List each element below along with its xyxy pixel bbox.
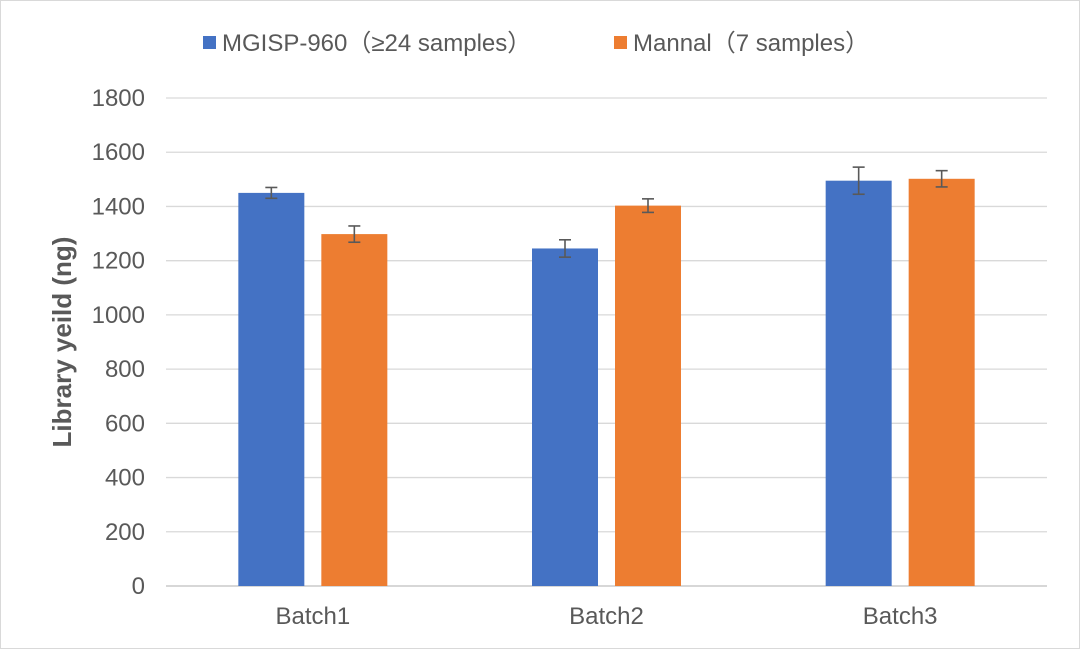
legend-swatch bbox=[203, 36, 216, 49]
error-bar bbox=[852, 166, 865, 196]
y-axis-ticks: 0 200 400 600 800 1000 1200 1400 1600 1800 bbox=[92, 85, 145, 600]
error-bars bbox=[265, 166, 948, 258]
legend-item-manual: Mannal（7 samples） bbox=[614, 30, 869, 57]
y-axis-title: Library yeild (ng) bbox=[47, 237, 77, 448]
error-bar bbox=[265, 186, 278, 200]
y-tick-label: 1000 bbox=[92, 302, 145, 329]
y-tick-label: 0 bbox=[132, 573, 145, 600]
legend: MGISP-960（≥24 samples） Mannal（7 samples） bbox=[203, 30, 869, 57]
x-tick-label: Batch3 bbox=[863, 603, 938, 630]
error-bar bbox=[559, 238, 571, 258]
error-bar bbox=[348, 225, 361, 244]
error-bar bbox=[642, 198, 654, 214]
y-tick-label: 1600 bbox=[92, 139, 145, 166]
y-tick-label: 200 bbox=[105, 519, 145, 546]
bar-mgisp-batch2 bbox=[532, 248, 598, 586]
error-bar bbox=[935, 169, 948, 188]
x-axis-ticks: Batch1 Batch2 Batch3 bbox=[275, 603, 937, 630]
gridlines bbox=[166, 97, 1047, 587]
y-tick-label: 600 bbox=[105, 410, 145, 437]
bar-manual-batch3 bbox=[908, 178, 975, 586]
legend-label: Mannal（7 samples） bbox=[633, 30, 869, 57]
y-tick-label: 400 bbox=[105, 465, 145, 492]
legend-swatch bbox=[614, 36, 627, 49]
legend-item-mgisp: MGISP-960（≥24 samples） bbox=[203, 30, 531, 57]
y-tick-label: 800 bbox=[105, 356, 145, 383]
legend-label: MGISP-960（≥24 samples） bbox=[222, 30, 531, 57]
y-tick-label: 1800 bbox=[92, 85, 145, 112]
y-tick-label: 1400 bbox=[92, 193, 145, 220]
x-tick-label: Batch2 bbox=[569, 603, 644, 630]
x-tick-label: Batch1 bbox=[275, 603, 350, 630]
bar-manual-batch2 bbox=[615, 205, 681, 586]
bar-mgisp-batch1 bbox=[238, 192, 305, 586]
y-tick-label: 1200 bbox=[92, 248, 145, 275]
bars bbox=[238, 178, 975, 586]
bar-manual-batch1 bbox=[321, 234, 388, 586]
bar-mgisp-batch3 bbox=[825, 180, 892, 586]
